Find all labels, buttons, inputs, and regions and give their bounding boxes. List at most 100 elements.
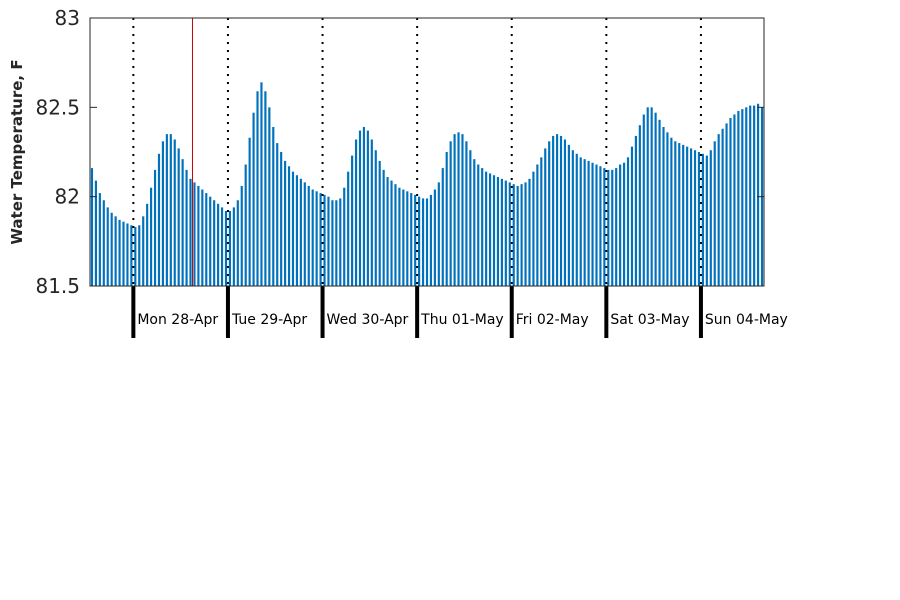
bar xyxy=(642,114,645,286)
bar xyxy=(315,191,318,286)
bar xyxy=(193,182,196,286)
bar xyxy=(587,160,590,286)
bar xyxy=(445,152,448,286)
bar xyxy=(461,134,464,286)
y-axis-label: Water Temperature, F xyxy=(8,59,26,244)
bar xyxy=(615,168,618,286)
bar xyxy=(244,164,247,286)
bar xyxy=(169,134,172,286)
bar xyxy=(749,105,752,286)
bar xyxy=(690,148,693,286)
day-dividers xyxy=(131,18,703,338)
y-axis-ticks: 81.5 82 82.5 83 xyxy=(35,6,764,298)
bar xyxy=(603,168,606,286)
bar xyxy=(654,112,657,286)
bar xyxy=(705,155,708,286)
day-label: Thu 01-May xyxy=(420,312,504,328)
bar xyxy=(520,184,523,286)
bar xyxy=(441,168,444,286)
bar xyxy=(496,177,500,286)
bar xyxy=(512,184,515,286)
bar xyxy=(343,187,346,286)
bar xyxy=(591,162,594,286)
bar xyxy=(142,216,145,286)
bar xyxy=(303,182,306,286)
bar xyxy=(256,91,259,286)
day-label: Sat 03-May xyxy=(610,312,689,328)
bar xyxy=(548,141,551,286)
bar xyxy=(382,169,385,286)
bar xyxy=(650,107,653,286)
bar xyxy=(737,110,740,286)
bar xyxy=(268,107,271,286)
bar xyxy=(98,193,101,286)
bar xyxy=(236,200,239,286)
bar xyxy=(571,150,574,286)
bar xyxy=(697,152,701,286)
bar xyxy=(138,225,141,286)
bar xyxy=(378,160,381,286)
bar xyxy=(185,169,188,286)
bar xyxy=(358,130,362,286)
bar xyxy=(394,184,397,286)
bar xyxy=(122,221,125,286)
y-tick-label: 82 xyxy=(55,185,80,209)
bar xyxy=(477,164,480,286)
bar xyxy=(626,157,630,286)
bar xyxy=(540,157,543,286)
bar xyxy=(354,139,358,286)
bar xyxy=(552,135,555,286)
y-tick-label: 83 xyxy=(55,6,80,30)
bar xyxy=(386,177,389,286)
bar xyxy=(453,134,456,286)
x-axis-day-labels: Mon 28-Apr Tue 29-Apr Wed 30-Apr Thu 01-May… xyxy=(137,312,787,328)
bar xyxy=(209,196,212,286)
bar xyxy=(630,146,634,286)
bar xyxy=(299,178,302,286)
bar xyxy=(201,189,204,286)
bar xyxy=(449,141,452,286)
bar xyxy=(729,118,732,286)
bar xyxy=(532,171,535,286)
bar xyxy=(619,164,622,286)
bar xyxy=(134,227,137,286)
bar xyxy=(410,193,413,286)
bar xyxy=(658,119,661,286)
bar xyxy=(757,103,760,286)
bar xyxy=(173,139,176,286)
bar xyxy=(327,196,330,286)
bar xyxy=(197,185,200,286)
bar xyxy=(544,148,547,286)
bar xyxy=(638,125,641,286)
bar xyxy=(398,187,401,286)
bar xyxy=(276,143,279,286)
bar xyxy=(284,160,287,286)
bar xyxy=(421,198,425,286)
bar xyxy=(102,200,105,286)
bar xyxy=(213,200,216,286)
day-label: Mon 28-Apr xyxy=(137,312,218,328)
bar xyxy=(457,132,460,286)
bar xyxy=(130,225,133,286)
bar xyxy=(347,171,350,286)
bars-layer xyxy=(90,82,764,287)
bar xyxy=(465,141,468,286)
bar xyxy=(500,178,503,286)
bar xyxy=(646,107,649,286)
bar xyxy=(228,210,232,286)
bar xyxy=(563,139,567,286)
y-tick-label: 81.5 xyxy=(35,274,80,298)
bar xyxy=(721,128,724,286)
bar xyxy=(682,144,685,286)
bar xyxy=(157,153,161,286)
bar xyxy=(725,123,728,286)
bar xyxy=(224,210,228,286)
bar xyxy=(674,141,677,286)
bar xyxy=(319,193,322,286)
bar xyxy=(753,105,756,286)
bar xyxy=(418,196,421,286)
bar xyxy=(575,153,578,286)
bar xyxy=(686,146,689,286)
bar xyxy=(307,185,310,286)
